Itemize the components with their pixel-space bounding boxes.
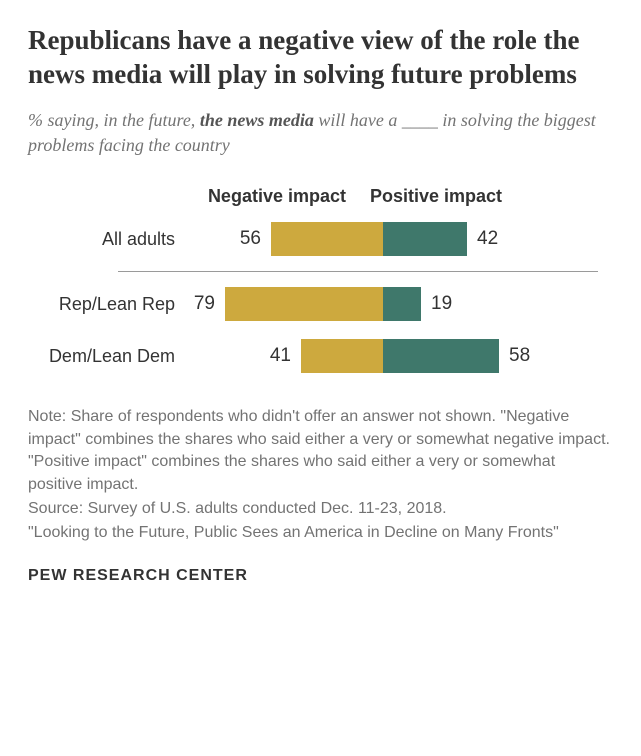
pos-value: 42 [477,228,498,250]
neg-side: 41 [270,339,383,373]
subtitle-bold: the news media [200,110,314,130]
neg-side: 79 [194,287,383,321]
chart-rows: All adults 56 42 Rep/Lean Rep 79 19 Dem/Lean D… [28,213,613,382]
chart-row: Dem/Lean Dem 41 58 [28,330,613,382]
chart-row: Rep/Lean Rep 79 19 [28,278,613,330]
neg-side: 56 [240,222,383,256]
row-label: All adults [28,229,183,250]
pos-side: 19 [383,287,452,321]
org-footer: PEW RESEARCH CENTER [28,567,613,585]
row-label: Dem/Lean Dem [28,346,183,367]
negative-header: Negative impact [183,186,358,208]
report-name: "Looking to the Future, Public Sees an A… [28,522,613,544]
source-line: Source: Survey of U.S. adults conducted … [28,498,613,520]
neg-value: 79 [194,293,215,315]
row-divider [118,271,598,272]
header-spacer [28,186,183,208]
neg-value: 41 [270,345,291,367]
neg-bar [225,287,383,321]
neg-bar [301,339,383,373]
chart-row: All adults 56 42 [28,213,613,265]
pos-bar [383,339,499,373]
footnote: Note: Share of respondents who didn't of… [28,406,613,496]
neg-value: 56 [240,228,261,250]
bar-area: 79 19 [183,287,583,321]
chart-subtitle: % saying, in the future, the news media … [28,108,613,158]
subtitle-pre: % saying, in the future, [28,110,200,130]
column-headers: Negative impact Positive impact [28,186,613,208]
pos-value: 19 [431,293,452,315]
row-label: Rep/Lean Rep [28,294,183,315]
bar-area: 56 42 [183,222,583,256]
positive-header: Positive impact [358,186,533,208]
pos-bar [383,222,467,256]
neg-bar [271,222,383,256]
chart-container: Negative impact Positive impact All adul… [28,186,613,383]
bar-area: 41 58 [183,339,583,373]
pos-side: 42 [383,222,498,256]
pos-value: 58 [509,345,530,367]
pos-side: 58 [383,339,530,373]
chart-title: Republicans have a negative view of the … [28,24,613,92]
pos-bar [383,287,421,321]
